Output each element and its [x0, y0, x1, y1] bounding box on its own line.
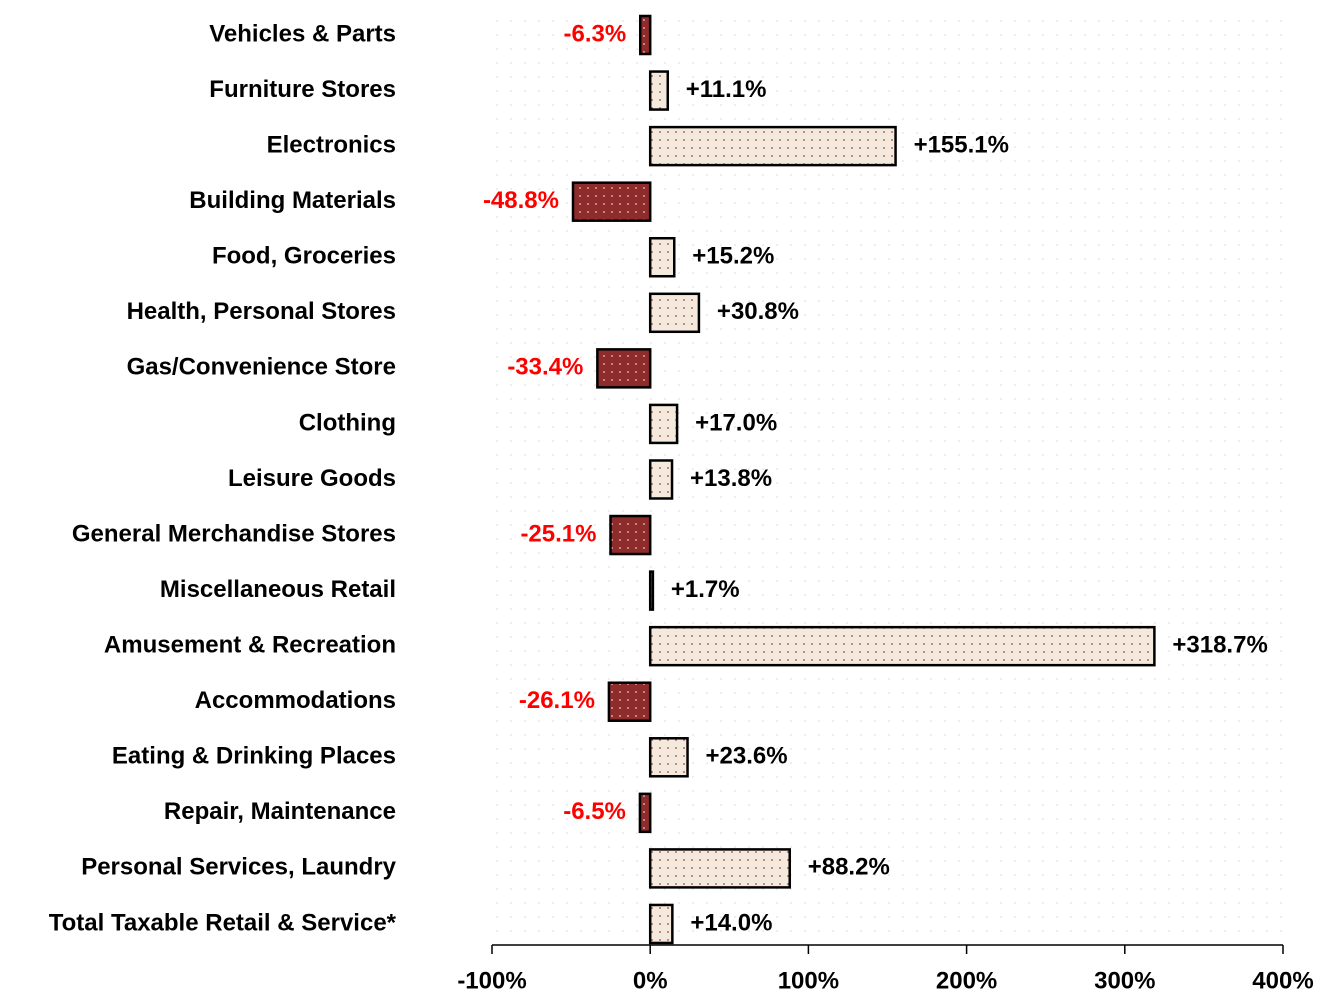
category-label: Total Taxable Retail & Service* — [49, 909, 397, 936]
category-label: Clothing — [299, 409, 396, 436]
category-label: Furniture Stores — [209, 76, 396, 103]
value-label: +1.7% — [671, 576, 740, 603]
category-label: Gas/Convenience Store — [127, 354, 396, 381]
value-label: +17.0% — [695, 409, 777, 436]
category-label: Leisure Goods — [228, 465, 396, 492]
category-label: Vehicles & Parts — [209, 20, 396, 47]
bar — [648, 737, 689, 778]
bar — [638, 14, 652, 56]
bar — [609, 514, 652, 556]
bar — [648, 70, 670, 111]
bar — [648, 403, 679, 445]
value-label: +15.2% — [692, 243, 774, 270]
category-label: Eating & Drinking Places — [112, 743, 396, 770]
category-label: Accommodations — [195, 687, 396, 714]
value-label: +318.7% — [1172, 632, 1267, 659]
value-label: -6.5% — [563, 798, 626, 825]
bar — [571, 181, 652, 222]
bar — [648, 292, 701, 334]
x-tick-label: 0% — [633, 967, 668, 994]
value-label: -25.1% — [520, 520, 596, 547]
value-label: +14.0% — [690, 909, 772, 936]
value-label: +155.1% — [914, 131, 1009, 158]
bar — [648, 125, 897, 167]
category-label: General Merchandise Stores — [72, 520, 396, 547]
value-label: +30.8% — [717, 298, 799, 325]
value-label: +23.6% — [706, 743, 788, 770]
bar — [648, 459, 674, 500]
bar — [648, 625, 1156, 667]
category-label: Amusement & Recreation — [104, 632, 396, 659]
value-label: +13.8% — [690, 465, 772, 492]
value-label: -26.1% — [519, 687, 595, 714]
category-label: Food, Groceries — [212, 243, 396, 270]
value-label: -48.8% — [483, 187, 559, 214]
category-label: Electronics — [267, 131, 396, 158]
bar — [648, 903, 674, 945]
x-tick-label: 100% — [778, 967, 839, 994]
bar — [596, 348, 652, 389]
bar — [638, 792, 652, 834]
value-label: +11.1% — [686, 76, 767, 103]
category-label: Miscellaneous Retail — [160, 576, 396, 603]
value-label: -6.3% — [564, 20, 627, 47]
bar — [648, 236, 676, 278]
bar — [607, 681, 652, 722]
category-label: Building Materials — [189, 187, 396, 214]
bar — [648, 570, 655, 611]
value-label: -33.4% — [507, 354, 583, 381]
category-label: Personal Services, Laundry — [81, 854, 396, 881]
x-tick-label: 200% — [936, 967, 997, 994]
bar — [648, 848, 791, 889]
x-tick-label: -100% — [457, 967, 526, 994]
x-tick-label: 400% — [1252, 967, 1313, 994]
category-label: Health, Personal Stores — [127, 298, 396, 325]
value-label: +88.2% — [808, 854, 890, 881]
x-tick-label: 300% — [1094, 967, 1155, 994]
category-label: Repair, Maintenance — [164, 798, 396, 825]
